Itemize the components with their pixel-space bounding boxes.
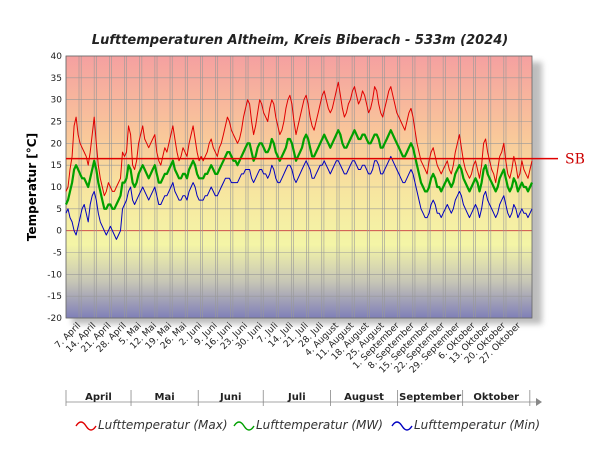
- month-axis-arrow: [536, 398, 542, 406]
- y-tick-label: 20: [51, 139, 63, 149]
- y-tick-label: 40: [51, 52, 63, 62]
- y-tick-label: -20: [47, 314, 62, 324]
- y-tick-label: 30: [51, 96, 63, 106]
- month-label: Oktober: [473, 392, 519, 403]
- month-label: September: [399, 392, 461, 403]
- y-tick-label: -15: [47, 292, 62, 302]
- sb-label: SB: [565, 152, 585, 168]
- legend: Lufttemperatur (Max) Lufttemperatur (MW) L…: [75, 418, 540, 432]
- month-label: Mai: [155, 392, 175, 403]
- month-label: Juli: [287, 392, 306, 403]
- y-tick-label: 15: [51, 161, 62, 171]
- legend-swatch: [75, 421, 97, 431]
- y-tick-label: -5: [53, 249, 62, 259]
- legend-swatch: [233, 421, 255, 431]
- month-label: April: [85, 392, 112, 403]
- plot-border: [65, 55, 533, 319]
- month-label: Juni: [219, 392, 241, 403]
- y-tick-label: 0: [56, 227, 62, 237]
- legend-label: Lufttemperatur (MW): [256, 418, 383, 432]
- reference-line: SB: [66, 152, 585, 168]
- month-label: August: [344, 392, 384, 403]
- chart-title: Lufttemperaturen Altheim, Kreis Biberach…: [92, 33, 508, 48]
- y-tick-label: -10: [47, 270, 62, 280]
- legend-label: Lufttemperatur (Max): [98, 418, 228, 432]
- y-axis-label: Temperatur [°C]: [25, 133, 39, 241]
- series-line-1: [64, 129, 534, 210]
- y-axis-ticks: 40 35 30 25 20 15 10 5 0 -5 -10 -15 -20: [47, 52, 62, 324]
- legend-label: Lufttemperatur (Min): [414, 418, 540, 432]
- legend-swatch: [391, 421, 413, 431]
- y-tick-label: 25: [51, 118, 62, 128]
- series-line-2: [65, 155, 533, 240]
- y-tick-label: 10: [51, 183, 63, 193]
- y-tick-label: 5: [56, 205, 62, 215]
- month-axis: April Mai Juni Juli August September Oktober: [65, 390, 542, 406]
- y-tick-label: 35: [51, 74, 62, 84]
